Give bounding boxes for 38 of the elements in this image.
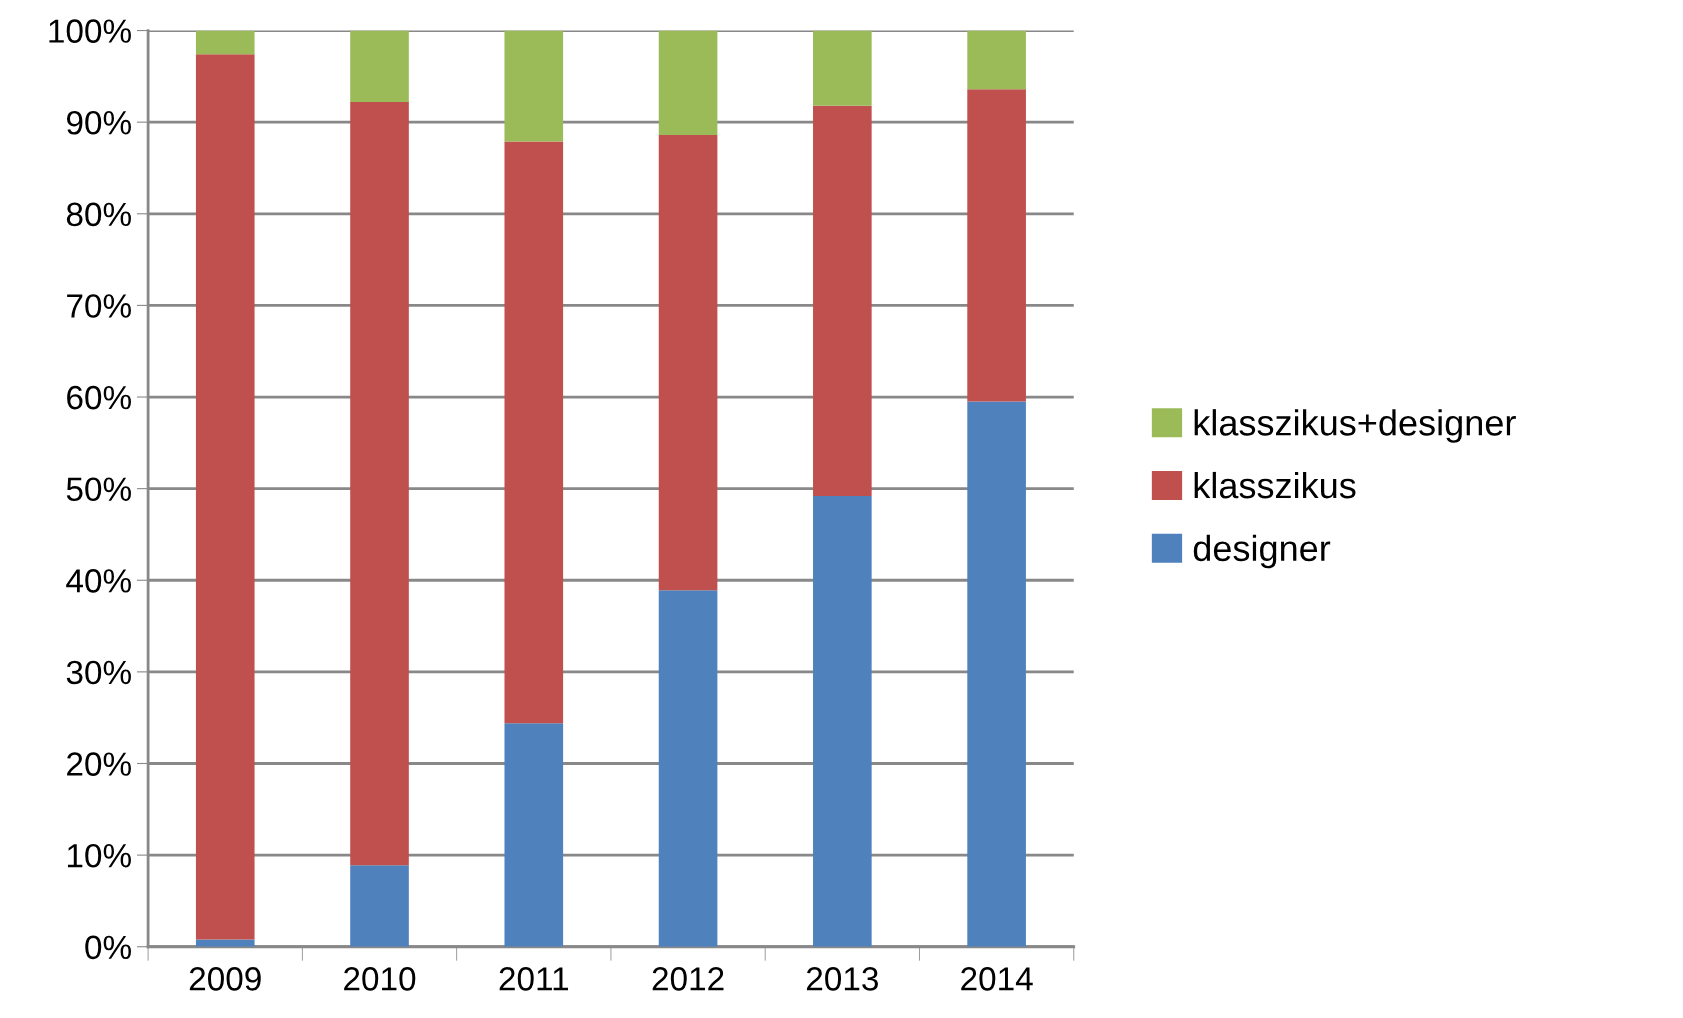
y-tick-label: 80% [66, 202, 131, 227]
y-tick-label: 70% [67, 294, 131, 318]
y-tick-label: 60% [67, 385, 131, 410]
bar [967, 30, 1026, 90]
bar [967, 89, 1026, 402]
x-tick-label: 2011 [499, 967, 569, 991]
y-tick-label: 20% [67, 752, 131, 776]
y-tick-label: 100% [49, 19, 131, 43]
y-tick-label: 50% [66, 477, 131, 502]
bar [350, 865, 409, 947]
bar [658, 30, 718, 135]
legend-label: klasszikus [1194, 471, 1356, 499]
legend-label: klasszikus+designer [1194, 409, 1516, 443]
bar [813, 105, 872, 496]
y-tick-label: 30% [66, 660, 131, 685]
bar [350, 30, 409, 102]
bar [967, 401, 1026, 947]
x-tick-label: 2012 [652, 967, 724, 991]
bar [813, 30, 872, 106]
x-tick-label: 2013 [806, 967, 878, 991]
y-tick-label: 10% [67, 843, 131, 868]
bar [195, 30, 255, 55]
x-tick-label: 2010 [344, 967, 416, 991]
bar [658, 134, 718, 591]
y-tick-label: 0% [85, 935, 131, 960]
y-tick-label: 90% [66, 110, 131, 135]
x-tick-label: 2014 [961, 967, 1033, 991]
bar [504, 141, 564, 724]
legend-label: designer [1193, 534, 1331, 569]
bar [195, 54, 255, 940]
bar [504, 723, 564, 947]
bar [658, 590, 718, 947]
bar [195, 939, 255, 947]
bar [504, 30, 564, 142]
bar [350, 102, 409, 866]
y-tick-label: 40% [66, 569, 131, 593]
bar [813, 495, 872, 947]
x-tick-label: 2009 [189, 967, 261, 991]
